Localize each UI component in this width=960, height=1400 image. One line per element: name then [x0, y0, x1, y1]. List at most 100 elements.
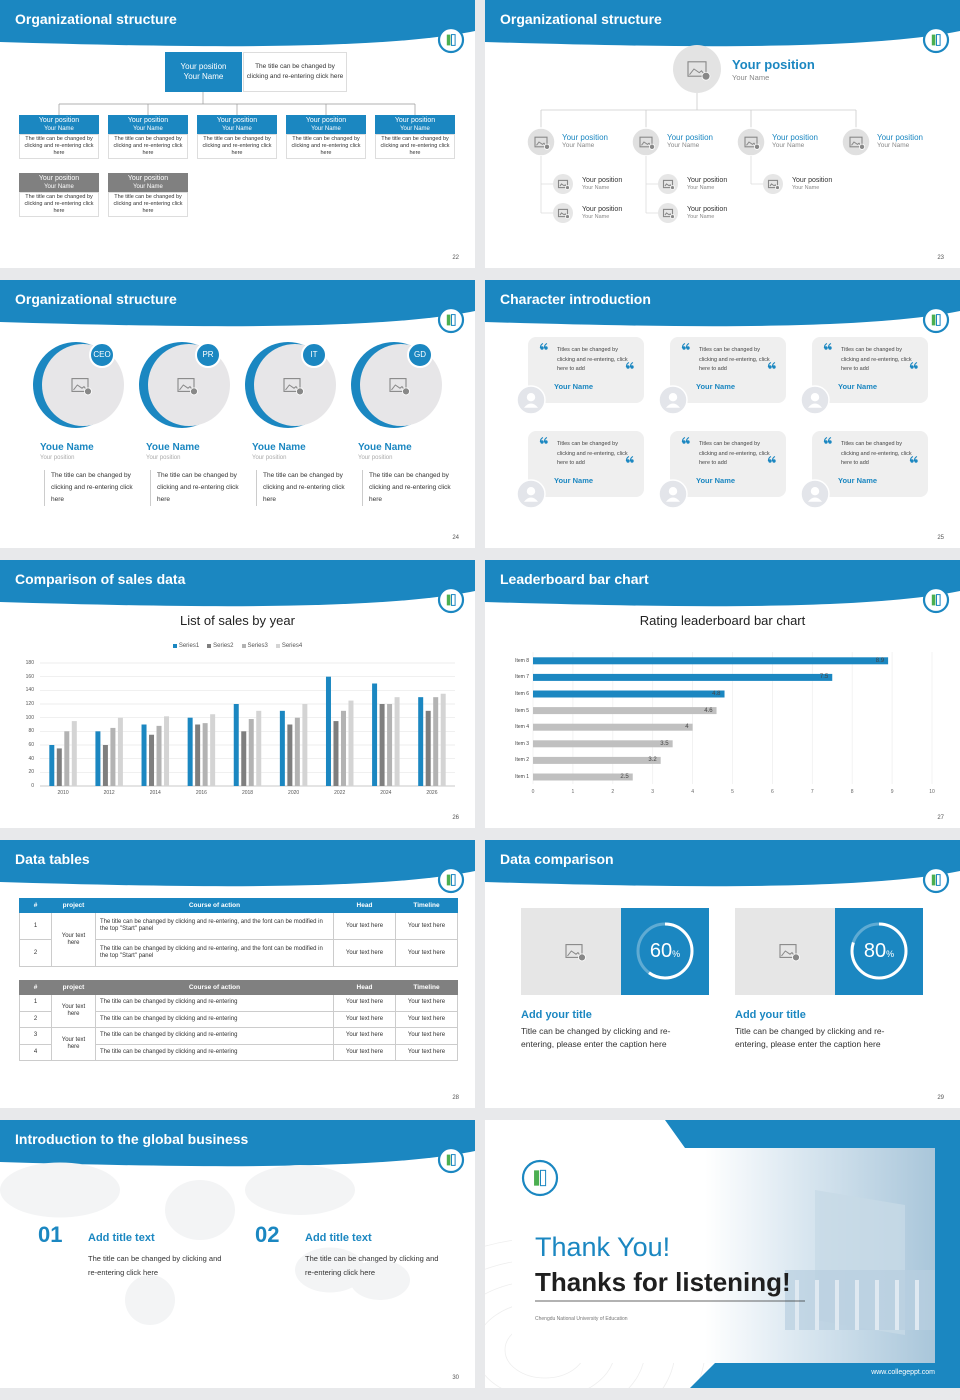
text: Titles can be changed by clicking and re…	[841, 347, 912, 372]
image-icon-plus	[190, 387, 198, 396]
quote-mark	[909, 456, 914, 462]
box-text: The title can be changed by clicking and…	[108, 134, 188, 159]
box-header: Your position Your Name	[19, 173, 99, 192]
image-icon	[283, 378, 301, 392]
name: Your Name	[582, 214, 610, 220]
bar	[379, 704, 385, 786]
image-icon-mountain	[781, 950, 795, 957]
y-tick-label: 180	[25, 660, 34, 666]
name: Your Name	[44, 126, 74, 132]
avatar-circle	[841, 127, 871, 157]
box-text: The title can be changed by clicking and…	[108, 192, 188, 217]
image-icon	[662, 208, 674, 218]
image-icon	[767, 179, 779, 189]
quote-mark	[768, 459, 772, 463]
bar	[287, 724, 293, 786]
image-icon-plus	[648, 143, 656, 150]
card-text: Title can be changed by clicking and re-…	[521, 1026, 671, 1049]
slide-title: Organizational structure	[15, 11, 177, 27]
tag-circle	[89, 342, 115, 368]
y-tick-label: 20	[28, 769, 34, 776]
slide-title: Leaderboard bar chart	[500, 571, 649, 587]
header-band	[0, 0, 475, 47]
name: Your Name	[772, 142, 805, 149]
item-text: The title can be changed by clicking and…	[88, 1254, 222, 1277]
name: Your Name	[554, 476, 594, 485]
ring-value	[850, 922, 908, 980]
tag-circle	[195, 342, 221, 368]
position: Your position	[732, 57, 815, 72]
card	[528, 337, 644, 403]
name: Your Name	[133, 126, 163, 132]
bar	[71, 721, 77, 786]
logo-mark	[446, 1154, 451, 1166]
slide: Leaderboard bar chart 27 Rating leaderboar…	[485, 560, 960, 828]
position: Your position	[582, 177, 623, 184]
image-icon-plus	[701, 71, 711, 81]
position: Your position	[687, 206, 728, 213]
image-icon	[389, 378, 407, 392]
image-icon-mountain	[285, 384, 299, 391]
quote-mark	[913, 362, 918, 368]
box-header: Your position Your Name	[108, 115, 188, 134]
slide-graphics	[485, 0, 960, 223]
bar	[533, 673, 833, 681]
header-cell: #	[19, 980, 52, 995]
header-cell: Head	[333, 980, 396, 995]
cell: Your text here	[333, 1043, 396, 1061]
bar	[418, 697, 424, 786]
bar	[164, 716, 170, 786]
page-number: 30	[452, 1375, 459, 1381]
quote-mark	[681, 437, 686, 443]
header-cell: #	[19, 898, 52, 913]
percent: 80%	[849, 939, 909, 966]
position: Your position	[792, 177, 833, 184]
y-tick-label: 0	[31, 783, 34, 789]
text: Titles can be changed by clicking and re…	[699, 347, 770, 372]
quote-mark	[543, 343, 548, 349]
header-cell: Head	[333, 898, 396, 913]
avatar-circle	[763, 174, 783, 194]
connector	[540, 156, 553, 214]
quote-mark	[685, 343, 690, 349]
ring-value	[636, 922, 694, 980]
percent-unit: %	[672, 949, 681, 959]
map-shape	[0, 1162, 120, 1218]
quote-mark	[630, 365, 634, 369]
data-label: 2.5	[620, 774, 629, 780]
logo-mark	[931, 874, 936, 886]
image-icon-plus	[84, 387, 92, 396]
y-tick-label: Item 3	[515, 740, 529, 747]
project-cell: Your text here	[51, 994, 96, 1028]
name: Your Name	[696, 476, 736, 485]
image-icon	[557, 208, 569, 218]
avatar-head	[668, 393, 678, 402]
quote-mark	[625, 362, 630, 368]
logo-mark	[446, 314, 451, 326]
bar	[202, 723, 208, 786]
x-tick-label: 2024	[380, 790, 392, 796]
name: Your Name	[732, 73, 770, 82]
column	[895, 1280, 899, 1330]
image-icon-plus	[402, 387, 410, 396]
bar	[49, 745, 55, 786]
tag: GD	[414, 350, 426, 359]
header-row: # project Course of action Head Timeline	[19, 898, 458, 913]
card-title: Add your title	[521, 1009, 592, 1021]
text: The title can be changed by clicking and…	[362, 470, 452, 506]
quote-mark	[767, 456, 772, 462]
bar	[425, 710, 431, 786]
card-text: Title can be changed by clicking and re-…	[735, 1026, 885, 1049]
cell: The title can be changed by clicking and…	[95, 1027, 334, 1045]
position: Your position	[252, 455, 287, 461]
image-icon-plus	[858, 143, 866, 150]
image-icon	[849, 136, 863, 148]
slide: Character introduction 25 Titles can be ch…	[485, 280, 960, 548]
school: Chengdu National University of Education	[535, 1316, 628, 1322]
website: www.collegeppt.com	[871, 1369, 935, 1376]
name: Your Name	[582, 185, 610, 191]
y-tick-label: 100	[25, 714, 34, 721]
card	[670, 431, 786, 497]
position: Your position	[877, 133, 923, 142]
cell: The title can be changed by clicking and…	[95, 939, 334, 967]
